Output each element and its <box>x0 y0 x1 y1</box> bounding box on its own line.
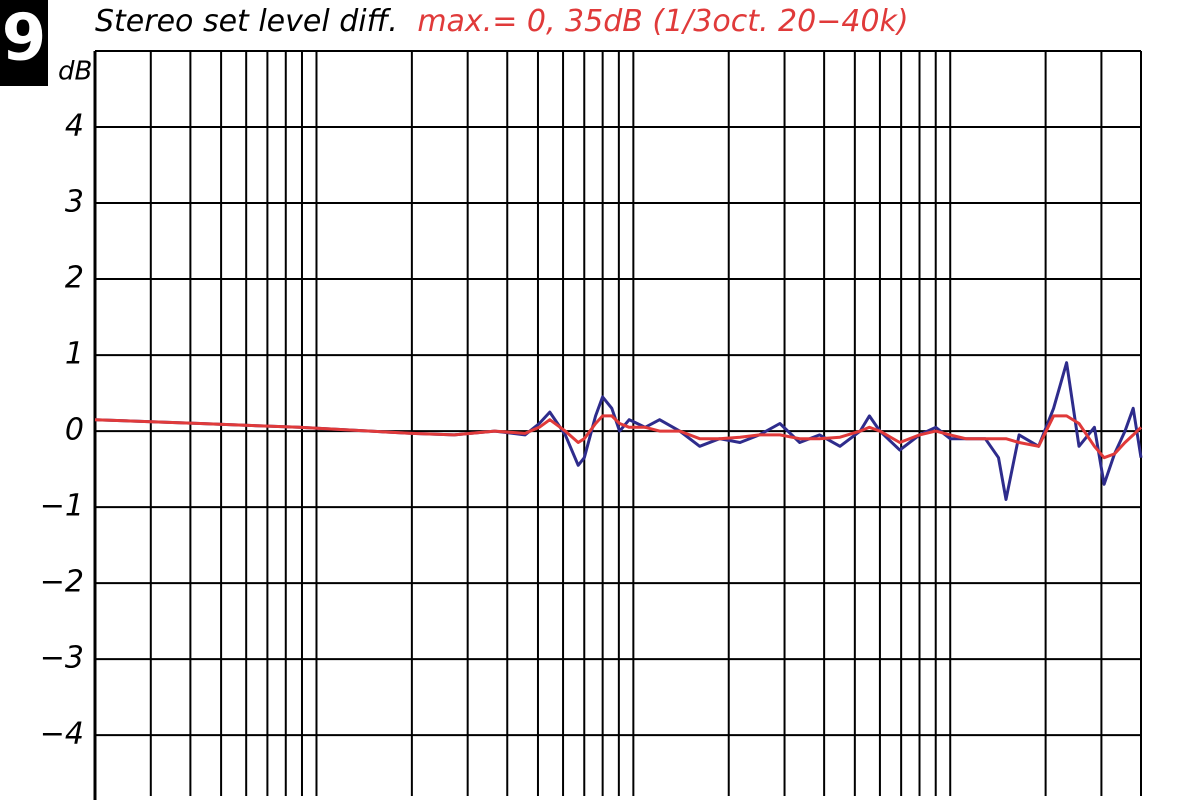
y-tick-label: −4 <box>40 717 84 752</box>
y-tick-label: 0 <box>65 413 84 448</box>
y-tick-label: −2 <box>40 565 84 600</box>
y-tick-label: 2 <box>65 261 84 296</box>
series-line <box>94 361 1143 501</box>
series-line <box>94 414 1143 460</box>
annotation: max.= 0, 35dB (1/3oct. 20−40k) <box>417 4 908 39</box>
y-tick-label: −3 <box>40 641 84 676</box>
figure-badge <box>0 0 48 86</box>
figure-number: 9 <box>2 2 47 76</box>
y-tick-label: −1 <box>40 489 84 524</box>
chart-title: Stereo set level diff. <box>95 4 398 39</box>
y-axis-label: dB <box>58 57 92 87</box>
chart-header: Stereo set level diff. max.= 0, 35dB (1/… <box>95 4 909 39</box>
y-tick-label: 3 <box>65 185 84 220</box>
y-tick-label: 4 <box>65 109 84 144</box>
y-tick-label: 1 <box>65 337 84 372</box>
